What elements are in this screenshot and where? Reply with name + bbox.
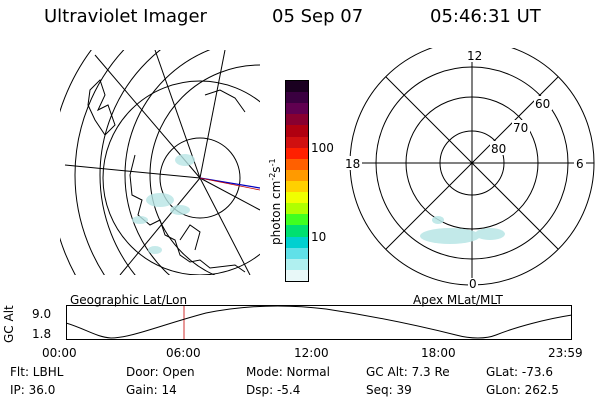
filter-info: Flt: LBHL bbox=[10, 365, 64, 379]
colorbar-segment bbox=[286, 92, 308, 104]
door-info: Door: Open bbox=[126, 365, 195, 379]
mlt-label-0: 0 bbox=[469, 277, 477, 291]
colorbar-segment bbox=[286, 225, 308, 237]
sequence-info: Seq: 39 bbox=[366, 383, 412, 397]
x-tick-0600: 06:00 bbox=[166, 346, 201, 360]
ip-info: IP: 36.0 bbox=[10, 383, 56, 397]
altitude-tick-low: 1.8 bbox=[32, 327, 52, 341]
mlt-label-12: 12 bbox=[467, 49, 482, 63]
geographic-map bbox=[60, 50, 260, 275]
dsp-info: Dsp: -5.4 bbox=[246, 383, 301, 397]
gc-altitude-info: GC Alt: 7.3 Re bbox=[366, 365, 450, 379]
colorbar-segment bbox=[286, 203, 308, 215]
apex-label: Apex MLat/MLT bbox=[413, 293, 503, 307]
x-tick-2359: 23:59 bbox=[548, 346, 583, 360]
x-tick-1200: 12:00 bbox=[294, 346, 329, 360]
geographic-label: Geographic Lat/Lon bbox=[70, 293, 188, 307]
apex-polar-plot: 12 18 6 0 60 70 80 bbox=[344, 48, 595, 291]
colorbar-segment bbox=[286, 169, 308, 181]
colorbar-segment bbox=[286, 125, 308, 137]
geo-lon-info: GLon: 262.5 bbox=[486, 383, 559, 397]
mlt-label-18: 18 bbox=[345, 157, 360, 171]
mlat-label-80: 80 bbox=[491, 142, 506, 156]
colorbar-segment bbox=[286, 269, 308, 281]
mlat-label-60: 60 bbox=[535, 97, 550, 111]
colorbar-segment bbox=[286, 214, 308, 226]
date-label: 05 Sep 07 bbox=[272, 6, 364, 27]
colorbar-segment bbox=[286, 103, 308, 115]
colorbar-segment bbox=[286, 192, 308, 204]
x-tick-0000: 00:00 bbox=[42, 346, 77, 360]
geo-lat-info: GLat: -73.6 bbox=[486, 365, 553, 379]
colorbar bbox=[285, 80, 309, 282]
instrument-title: Ultraviolet Imager bbox=[44, 6, 207, 27]
altitude-axis-label: GC Alt bbox=[2, 305, 16, 343]
x-tick-1800: 18:00 bbox=[421, 346, 456, 360]
colorbar-tick-10: 10 bbox=[311, 230, 327, 244]
colorbar-segment bbox=[286, 136, 308, 148]
colorbar-segment bbox=[286, 236, 308, 248]
colorbar-tick-100: 100 bbox=[311, 141, 334, 155]
mlat-label-70: 70 bbox=[513, 121, 528, 135]
mode-info: Mode: Normal bbox=[246, 365, 330, 379]
colorbar-segment bbox=[286, 147, 308, 159]
colorbar-segment bbox=[286, 81, 308, 93]
colorbar-segment bbox=[286, 158, 308, 170]
colorbar-segment bbox=[286, 114, 308, 126]
colorbar-segment bbox=[286, 247, 308, 259]
time-label: 05:46:31 UT bbox=[430, 6, 541, 27]
gain-info: Gain: 14 bbox=[126, 383, 177, 397]
altitude-plot bbox=[66, 305, 573, 340]
colorbar-unit-label: photon cm-2s-1 bbox=[268, 158, 283, 245]
mlt-label-6: 6 bbox=[576, 157, 584, 171]
altitude-tick-high: 9.0 bbox=[32, 307, 52, 321]
colorbar-segment bbox=[286, 180, 308, 193]
colorbar-segment bbox=[286, 258, 308, 270]
